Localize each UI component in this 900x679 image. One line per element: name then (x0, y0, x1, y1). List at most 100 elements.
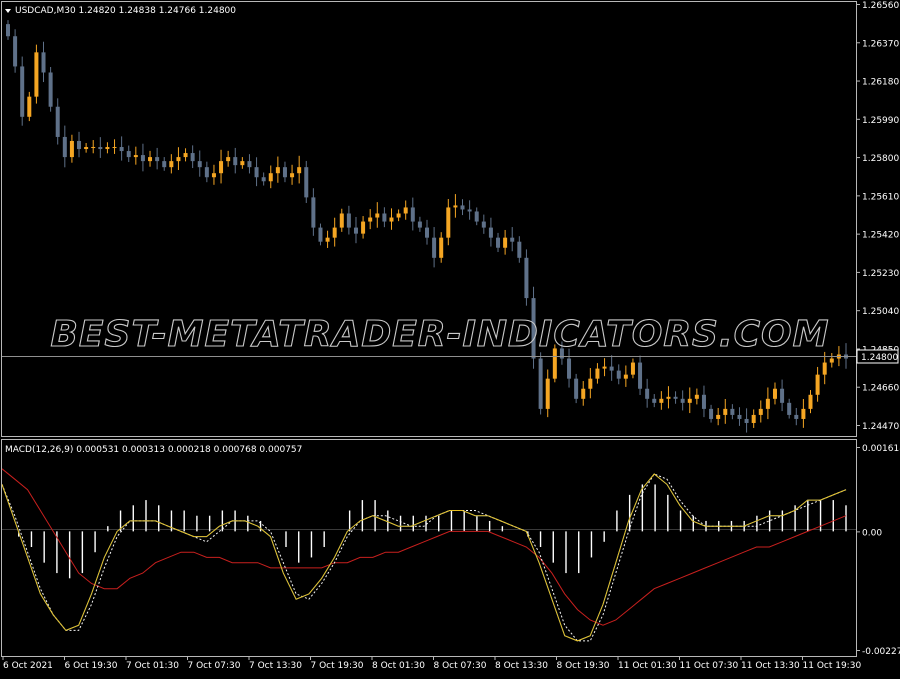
price-tick-label: 1.25610 (862, 192, 899, 202)
bull-candle-body (275, 167, 280, 174)
bear-candle-body (410, 207, 415, 222)
bull-candle-body (211, 173, 216, 178)
bull-candle-body (325, 237, 330, 242)
macd-histogram (18, 484, 847, 579)
bear-candle-body (467, 209, 472, 212)
bear-candle-body (282, 167, 287, 178)
bear-candle-body (98, 147, 103, 150)
price-axis[interactable]: 1.26560 1.26370 1.26180 1.25990 1.25800 1.256… (856, 1, 899, 432)
bull-candle-body (446, 207, 451, 238)
macd-tick-label: 0.001618 (862, 444, 900, 454)
bear-candle-body (247, 161, 252, 168)
price-tick-label: 1.25420 (862, 231, 899, 241)
bear-candle-body (574, 378, 579, 399)
bull-candle-body (815, 374, 820, 395)
bull-candle-body (545, 378, 550, 409)
bull-candle-body (453, 205, 458, 208)
bear-candle-body (510, 237, 515, 242)
bear-candle-body (197, 161, 202, 168)
bull-candle-body (687, 398, 692, 403)
bear-candle-body (496, 237, 501, 248)
bear-candle-body (353, 227, 358, 234)
bull-candle-body (552, 348, 557, 379)
bull-candle-body (332, 227, 337, 238)
bull-candle-body (91, 147, 96, 149)
macd-axis[interactable]: 0.001618 0.00 -0.002275 (856, 444, 900, 657)
bear-candle-body (680, 398, 685, 403)
bear-candle-body (233, 157, 238, 166)
price-tick-label: 1.26370 (862, 39, 899, 49)
bear-candle-body (531, 298, 536, 359)
bear-candle-body (517, 241, 522, 258)
bull-candle-body (694, 394, 699, 399)
time-tick-label: 11 Oct 13:30 (741, 661, 800, 671)
watermark-text: BEST-METATRADER-INDICATORS.COM (50, 314, 829, 355)
time-tick-label: 11 Oct 01:30 (618, 661, 677, 671)
bull-candle-body (602, 366, 607, 369)
bull-candle-body (219, 161, 224, 174)
bear-candle-body (538, 358, 543, 409)
bear-candle-body (432, 237, 437, 258)
bull-candle-body (758, 408, 763, 415)
time-tick-label: 6 Oct 2021 (3, 661, 53, 671)
bear-candle-body (126, 151, 131, 158)
symbol-menu-arrow-icon[interactable] (5, 9, 11, 13)
bear-candle-body (311, 197, 316, 228)
bear-candle-body (701, 394, 706, 409)
bear-candle-body (140, 155, 145, 162)
bull-candle-body (226, 157, 231, 162)
bull-candle-body (105, 147, 110, 150)
bear-candle-body (13, 36, 18, 67)
bear-candle-body (609, 366, 614, 371)
bear-candle-body (780, 388, 785, 403)
bull-candle-body (581, 388, 586, 399)
bear-candle-body (162, 161, 167, 168)
bear-candle-body (567, 358, 572, 379)
macd-title: MACD(12,26,9) 0.000531 0.000313 0.000218… (5, 445, 302, 455)
bull-candle-body (822, 362, 827, 375)
bull-candle-body (630, 362, 635, 375)
bull-candle-body (297, 167, 302, 174)
bull-candle-body (290, 173, 295, 178)
bear-candle-body (417, 221, 422, 228)
bear-candle-body (261, 177, 266, 182)
bear-candle-body (524, 257, 529, 299)
bear-candle-body (638, 362, 643, 389)
price-tick-label: 1.26560 (862, 1, 899, 11)
time-axis[interactable]: 6 Oct 2021 6 Oct 19:30 7 Oct 01:30 7 Oct 07… (2, 656, 862, 671)
macd-tick-label: 0.00 (862, 528, 882, 538)
bull-candle-body (69, 140, 74, 158)
bull-candle-body (34, 52, 39, 97)
bull-candle-body (27, 96, 32, 117)
bear-candle-body (673, 396, 678, 399)
bear-candle-body (204, 167, 209, 178)
bull-candle-body (148, 157, 153, 162)
bear-candle-body (474, 211, 479, 222)
price-tick-label: 1.25990 (862, 116, 899, 126)
bull-candle-body (169, 161, 174, 168)
bull-candle-body (439, 237, 444, 258)
bull-candle-body (716, 414, 721, 419)
bull-candle-body (240, 161, 245, 166)
bull-candle-body (183, 153, 188, 158)
bull-candle-body (723, 408, 728, 415)
bull-candle-body (176, 157, 181, 162)
main-title: USDCAD,M30 1.24820 1.24838 1.24766 1.248… (15, 6, 236, 16)
bull-candle-body (808, 394, 813, 409)
current-price-badge (856, 349, 899, 364)
bull-candle-body (389, 217, 394, 222)
bear-candle-body (744, 418, 749, 423)
time-tick-label: 7 Oct 07:30 (188, 661, 241, 671)
bull-candle-body (375, 213, 380, 218)
price-tick-label: 1.24470 (862, 422, 899, 432)
bear-candle-body (559, 348, 564, 359)
bear-candle-body (346, 213, 351, 228)
time-tick-label: 11 Oct 19:30 (803, 661, 862, 671)
bear-candle-body (155, 157, 160, 162)
bull-candle-body (801, 408, 806, 419)
time-tick-label: 7 Oct 13:30 (249, 661, 302, 671)
bull-candle-body (829, 358, 834, 363)
time-tick-label: 8 Oct 07:30 (434, 661, 487, 671)
